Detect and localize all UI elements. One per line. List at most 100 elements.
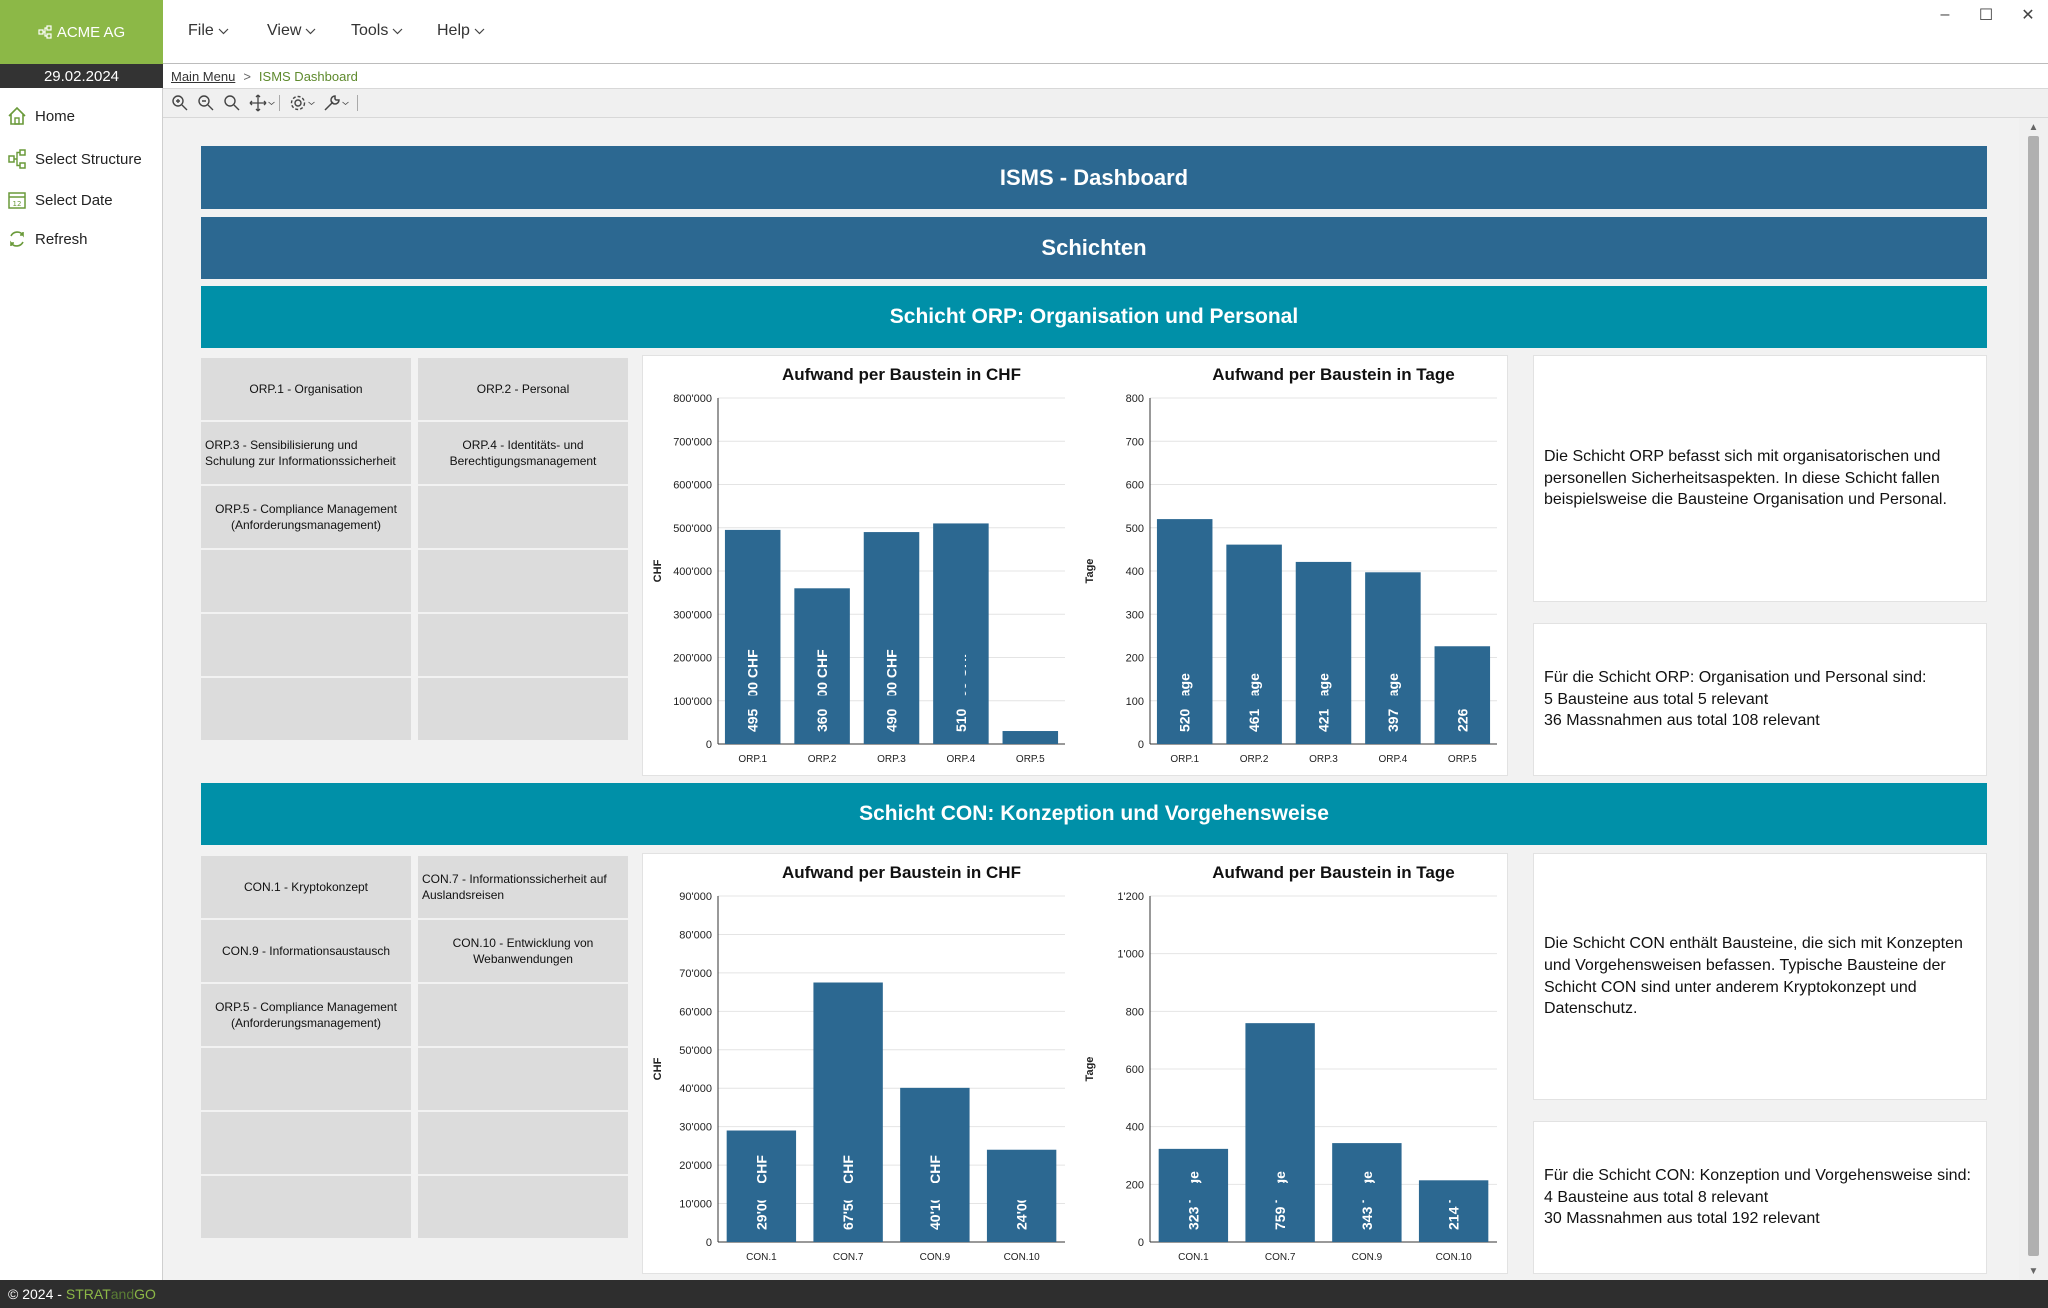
y-tick-label: 800: [1126, 1006, 1144, 1018]
y-tick-label: 600'000: [673, 480, 712, 492]
baustein-cell[interactable]: CON.10 - Entwicklung von Webanwendungen: [418, 920, 628, 982]
move-icon: [249, 94, 267, 112]
chevron-down-icon: [305, 28, 316, 34]
baustein-cell[interactable]: ORP.5 - Compliance Management (Anforderu…: [201, 486, 411, 548]
scroll-thumb[interactable]: [2028, 136, 2039, 1256]
pan-button[interactable]: [249, 93, 276, 113]
sidebar-item-home[interactable]: Home: [6, 102, 75, 130]
menu-tools[interactable]: Tools: [351, 22, 403, 40]
bar: [813, 982, 883, 1242]
y-tick-label: 400: [1126, 1122, 1144, 1134]
y-tick-label: 0: [1138, 1237, 1144, 1249]
toolbar-divider: [357, 95, 358, 111]
y-tick-label: 20'000: [679, 1160, 712, 1172]
structure-icon: [38, 25, 52, 39]
chart-title: Aufwand per Baustein in Tage: [1212, 365, 1454, 384]
bar-data-label: 495'000 CHF: [745, 649, 761, 732]
orp-description-text: Die Schicht ORP befasst sich mit organis…: [1544, 448, 1947, 509]
orp-description: Die Schicht ORP befasst sich mit organis…: [1533, 355, 1987, 602]
bar: [794, 588, 850, 744]
close-button[interactable]: ✕: [2021, 7, 2035, 24]
baustein-cell[interactable]: ORP.4 - Identitäts- und Berechtigungsman…: [418, 422, 628, 484]
calendar-icon: 12: [8, 192, 26, 209]
bar-data-label: 24'000 CHF: [1014, 1155, 1030, 1230]
menu-tools-label: Tools: [351, 22, 389, 39]
y-tick-label: 200: [1126, 653, 1144, 665]
baustein-cell: [418, 1048, 628, 1110]
baustein-cell[interactable]: CON.9 - Informationsaustausch: [201, 920, 411, 982]
scroll-up-icon[interactable]: ▲: [2028, 121, 2039, 133]
zoom-in-icon: [172, 95, 188, 111]
y-axis-label: Tage: [1084, 1057, 1096, 1082]
maximize-button[interactable]: ☐: [1978, 7, 1994, 24]
bar: [1332, 1143, 1402, 1242]
baustein-cell[interactable]: ORP.5 - Compliance Management (Anforderu…: [201, 984, 411, 1046]
y-tick-label: 800: [1126, 393, 1144, 405]
con-heading: Schicht CON: Konzeption und Vorgehenswei…: [201, 783, 1987, 845]
orp-summary: Für die Schicht ORP: Organisation und Pe…: [1533, 623, 1987, 776]
breadcrumb-current: ISMS Dashboard: [258, 68, 358, 84]
bar: [900, 1087, 970, 1242]
zoom-in-button[interactable]: [171, 93, 189, 113]
zoom-fit-button[interactable]: [223, 93, 241, 113]
menu-file[interactable]: File: [188, 22, 229, 40]
toolbar: [163, 88, 2048, 118]
baustein-cell[interactable]: CON.7 - Informationssicherheit auf Ausla…: [418, 856, 628, 918]
x-tick-label: CON.10: [1436, 1252, 1473, 1263]
bar-data-label: 214 Tage: [1446, 1171, 1462, 1230]
baustein-cell: [201, 678, 411, 740]
settings-button[interactable]: [289, 93, 316, 113]
footer-brand-go: GO: [134, 1286, 156, 1302]
structure-icon: [8, 149, 26, 169]
y-tick-label: 40'000: [679, 1083, 712, 1095]
zoom-out-icon: [198, 95, 214, 111]
sidebar-item-select-date[interactable]: 12 Select Date: [6, 186, 113, 214]
x-tick-label: ORP.3: [1309, 754, 1338, 765]
footer-brand-strat: STRAT: [65, 1286, 111, 1302]
company-logo: ACME AG: [0, 0, 163, 64]
orp-chart-panel: Aufwand per Baustein in CHF 0 100'000 200'0…: [642, 355, 1508, 776]
wrench-icon: [324, 95, 340, 111]
y-tick-label: 600: [1126, 480, 1144, 492]
bar: [1156, 519, 1213, 744]
y-axis-label: CHF: [652, 559, 664, 582]
y-tick-label: 500'000: [673, 523, 712, 535]
vertical-scrollbar[interactable]: ▲ ▼: [2019, 118, 2048, 1280]
baustein-cell[interactable]: ORP.3 - Sensibilisierung und Schulung zu…: [201, 422, 411, 484]
y-tick-label: 800'000: [673, 393, 712, 405]
baustein-cell[interactable]: ORP.1 - Organisation: [201, 358, 411, 420]
baustein-cell[interactable]: ORP.2 - Personal: [418, 358, 628, 420]
zoom-out-button[interactable]: [197, 93, 215, 113]
orp-summary-line: 5 Bausteine aus total 5 relevant: [1544, 690, 1769, 708]
orp-summary-line: 36 Massnahmen aus total 108 relevant: [1544, 712, 1820, 730]
breadcrumb-separator: >: [243, 68, 251, 84]
scroll-down-icon[interactable]: ▼: [2028, 1265, 2039, 1277]
chart-title: Aufwand per Baustein in CHF: [782, 365, 1021, 384]
sidebar-item-select-structure[interactable]: Select Structure: [6, 145, 142, 173]
minimize-button[interactable]: –: [1940, 6, 1950, 23]
baustein-cell: [201, 1112, 411, 1174]
menu-view[interactable]: View: [267, 22, 316, 40]
orp-chf-chart: Aufwand per Baustein in CHF 0 100'000 200'0…: [652, 365, 1065, 765]
sidebar-item-refresh[interactable]: Refresh: [6, 225, 88, 253]
y-tick-label: 0: [706, 739, 712, 751]
x-tick-label: ORP.4: [1379, 754, 1408, 765]
tools-button[interactable]: [323, 93, 350, 113]
x-tick-label: ORP.3: [877, 754, 906, 765]
y-tick-label: 100'000: [673, 696, 712, 708]
svg-text:12: 12: [13, 200, 22, 208]
y-tick-label: 10'000: [679, 1199, 712, 1211]
y-tick-label: 300: [1126, 609, 1144, 621]
breadcrumb-main-menu[interactable]: Main Menu: [171, 68, 236, 84]
search-icon: [224, 95, 240, 111]
x-tick-label: CON.1: [1178, 1252, 1209, 1263]
y-tick-label: 600: [1126, 1064, 1144, 1076]
baustein-cell[interactable]: CON.1 - Kryptokonzept: [201, 856, 411, 918]
con-description: Die Schicht CON enthält Bausteine, die s…: [1533, 853, 1987, 1100]
y-tick-label: 0: [706, 1237, 712, 1249]
dashboard-canvas: ISMS - Dashboard Schichten Schicht ORP: …: [163, 118, 2019, 1280]
sidebar: Home Select Structure 12 Select Date Ref…: [0, 88, 163, 1280]
bar: [1245, 1023, 1315, 1242]
con-summary-line: 4 Bausteine aus total 8 relevant: [1544, 1188, 1769, 1206]
menu-help[interactable]: Help: [437, 22, 485, 40]
